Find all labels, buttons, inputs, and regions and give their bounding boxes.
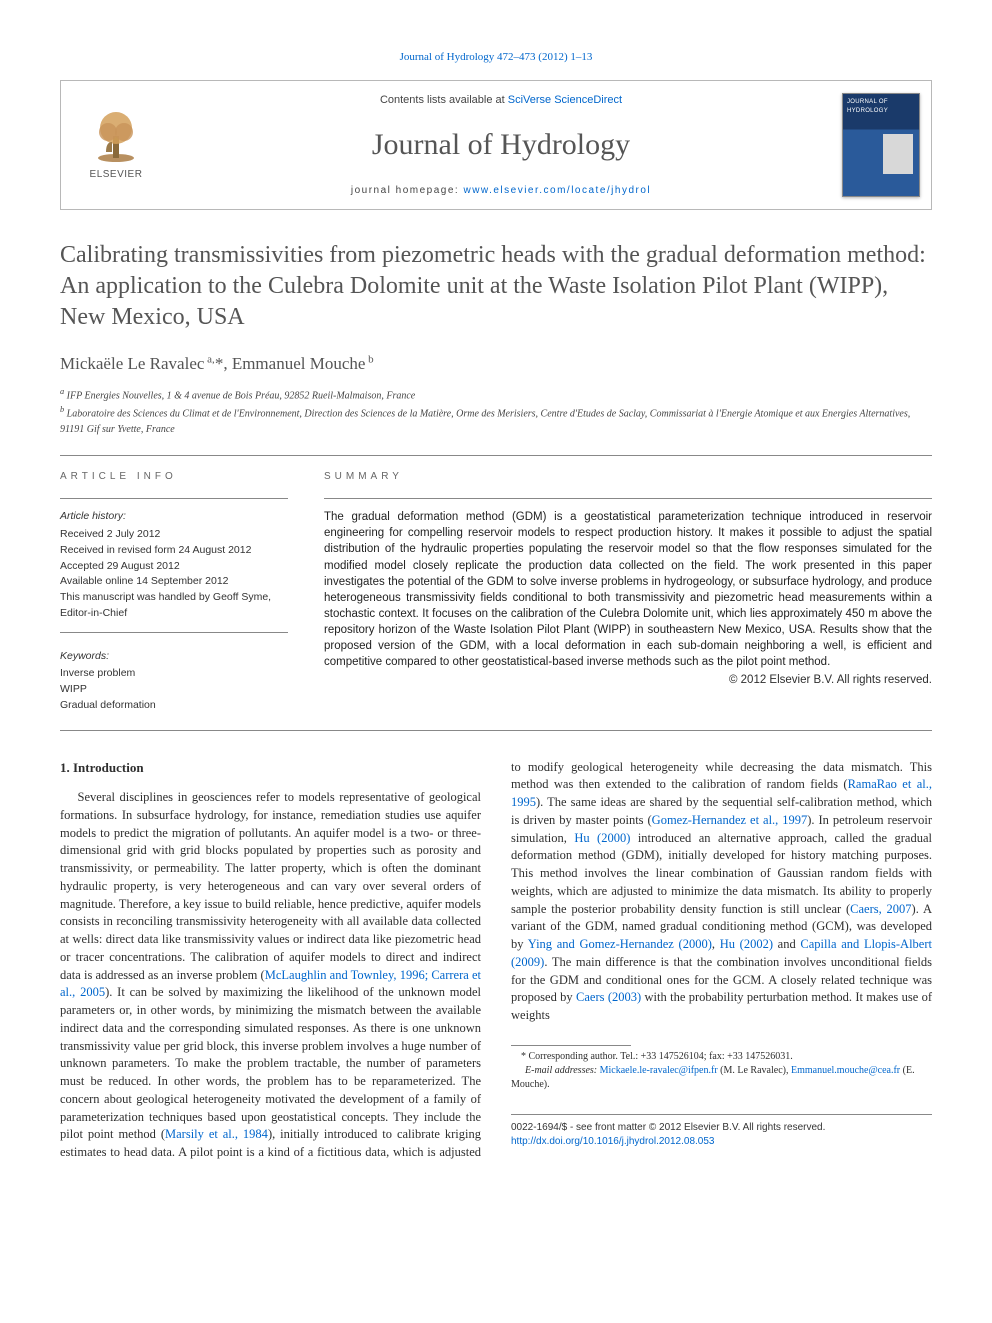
- running-head-link[interactable]: Journal of Hydrology 472–473 (2012) 1–13: [400, 51, 593, 63]
- corresponding-mark: *: [215, 354, 224, 373]
- email-who-1: (M. Le Ravalec),: [718, 1065, 791, 1076]
- citation-ying[interactable]: Ying and Gomez-Hernandez (2000): [528, 937, 712, 951]
- header-center: Contents lists available at SciVerse Sci…: [171, 81, 831, 209]
- paper-page: Journal of Hydrology 472–473 (2012) 1–13…: [0, 0, 992, 1202]
- cover-caption: JOURNAL OF HYDROLOGY: [843, 94, 919, 115]
- journal-name: Journal of Hydrology: [181, 123, 821, 167]
- history-label: Article history:: [60, 509, 288, 525]
- publisher-logo-cell: ELSEVIER: [61, 81, 171, 209]
- keywords-block: Keywords: Inverse problem WIPP Gradual d…: [60, 649, 288, 714]
- homepage-line: journal homepage: www.elsevier.com/locat…: [181, 184, 821, 199]
- citation-marsily[interactable]: Marsily et al., 1984: [165, 1127, 268, 1141]
- history-online: Available online 14 September 2012: [60, 574, 288, 590]
- author-1-affil: a,: [204, 353, 214, 365]
- citation-caers2007[interactable]: Caers, 2007: [850, 902, 911, 916]
- email-link-2[interactable]: Emmanuel.mouche@cea.fr: [791, 1065, 900, 1076]
- homepage-link[interactable]: www.elsevier.com/locate/jhydrol: [463, 185, 651, 196]
- history-received: Received 2 July 2012: [60, 527, 288, 543]
- p1a: Several disciplines in geosciences refer…: [60, 790, 481, 982]
- history-accepted: Accepted 29 August 2012: [60, 559, 288, 575]
- body-two-column: 1. Introduction Several disciplines in g…: [60, 759, 932, 1162]
- article-title: Calibrating transmissivities from piezom…: [60, 240, 932, 334]
- bottom-bar: 0022-1694/$ - see front matter © 2012 El…: [511, 1114, 932, 1149]
- elsevier-tree-icon: [88, 108, 144, 164]
- cover-art-icon: [883, 134, 913, 174]
- issn-line: 0022-1694/$ - see front matter © 2012 El…: [511, 1121, 932, 1135]
- citation-caers2003[interactable]: Caers (2003): [576, 990, 641, 1004]
- summary-copyright: © 2012 Elsevier B.V. All rights reserved…: [324, 672, 932, 689]
- citation-gomez[interactable]: Gomez-Hernandez et al., 1997: [652, 813, 808, 827]
- citation-hu2000[interactable]: Hu (2000): [574, 831, 630, 845]
- info-summary-row: article info Article history: Received 2…: [60, 456, 932, 730]
- summary-column: summary The gradual deformation method (…: [324, 470, 932, 714]
- corresponding-footnote: * Corresponding author. Tel.: +33 147526…: [511, 1050, 932, 1064]
- authors-line: Mickaële Le Ravalec a,*, Emmanuel Mouche…: [60, 352, 932, 377]
- p2g: ,: [712, 937, 720, 951]
- running-head: Journal of Hydrology 472–473 (2012) 1–13: [60, 50, 932, 66]
- author-2-affil: b: [365, 353, 373, 365]
- p2h: and: [773, 937, 800, 951]
- affiliation-a-text: IFP Energies Nouvelles, 1 & 4 avenue de …: [67, 390, 416, 401]
- affiliation-b-text: Laboratoire des Sciences du Climat et de…: [60, 409, 910, 435]
- email-link-1[interactable]: Mickaele.le-ravalec@ifpen.fr: [600, 1065, 718, 1076]
- keyword-1: Inverse problem: [60, 666, 288, 682]
- summary-heading: summary: [324, 470, 932, 485]
- affiliation-b: b Laboratoire des Sciences du Climat et …: [60, 404, 932, 436]
- email-label: E-mail addresses:: [525, 1065, 600, 1076]
- history-revised: Received in revised form 24 August 2012: [60, 543, 288, 559]
- history-editor: This manuscript was handled by Geoff Sym…: [60, 590, 288, 622]
- email-footnote: E-mail addresses: Mickaele.le-ravalec@if…: [511, 1064, 932, 1092]
- footnote-separator: [511, 1045, 631, 1046]
- footnote-block: * Corresponding author. Tel.: +33 147526…: [511, 1045, 932, 1149]
- section-1-heading: 1. Introduction: [60, 759, 481, 777]
- cover-cell: JOURNAL OF HYDROLOGY: [831, 81, 931, 209]
- journal-cover-thumb: JOURNAL OF HYDROLOGY: [842, 93, 920, 197]
- divider-rule-2: [60, 730, 932, 731]
- author-2: Emmanuel Mouche: [232, 354, 366, 373]
- article-info-heading: article info: [60, 470, 288, 485]
- contents-prefix: Contents lists available at: [380, 94, 508, 106]
- affiliation-a: a IFP Energies Nouvelles, 1 & 4 avenue d…: [60, 386, 932, 403]
- author-1: Mickaële Le Ravalec: [60, 354, 204, 373]
- keyword-3: Gradual deformation: [60, 698, 288, 714]
- article-history: Article history: Received 2 July 2012 Re…: [60, 509, 288, 632]
- elsevier-logo: ELSEVIER: [88, 108, 144, 183]
- summary-text: The gradual deformation method (GDM) is …: [324, 499, 932, 670]
- homepage-prefix: journal homepage:: [351, 185, 464, 196]
- citation-hu2002[interactable]: Hu (2002): [720, 937, 773, 951]
- journal-header-box: ELSEVIER Contents lists available at Sci…: [60, 80, 932, 210]
- sciencedirect-link[interactable]: SciVerse ScienceDirect: [508, 94, 622, 106]
- article-info-column: article info Article history: Received 2…: [60, 470, 288, 714]
- keyword-2: WIPP: [60, 682, 288, 698]
- doi-link[interactable]: http://dx.doi.org/10.1016/j.jhydrol.2012…: [511, 1136, 714, 1147]
- contents-line: Contents lists available at SciVerse Sci…: [181, 93, 821, 109]
- affiliations: a IFP Energies Nouvelles, 1 & 4 avenue d…: [60, 386, 932, 437]
- keywords-label: Keywords:: [60, 649, 288, 665]
- publisher-name: ELSEVIER: [88, 168, 144, 183]
